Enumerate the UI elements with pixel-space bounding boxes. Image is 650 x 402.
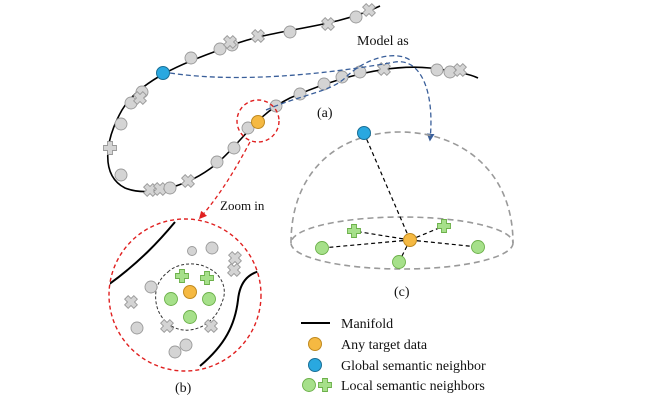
model-arrow-global	[169, 61, 435, 142]
global-neighbor-point	[156, 66, 170, 80]
zoom-panel-b	[108, 218, 262, 372]
model-arrow-target	[265, 55, 411, 111]
legend-local-cross-marker	[318, 378, 332, 392]
panel-a-label: (a)	[317, 106, 333, 121]
legend-label-local: Local semantic neighbors	[341, 379, 485, 394]
legend-local-circle-marker	[302, 378, 316, 392]
legend-global-marker	[308, 358, 322, 372]
legend-label-global: Global semantic neighbor	[341, 359, 486, 374]
target-point	[251, 115, 265, 129]
hemisphere-panel-c	[290, 126, 514, 270]
legend-target-marker	[308, 337, 322, 351]
legend-label-target: Any target data	[341, 338, 428, 353]
zoom-region-circle	[236, 99, 280, 143]
manifold-points	[103, 0, 470, 200]
zoom-in-label: Zoom in	[220, 198, 265, 213]
panel-b-label: (b)	[175, 381, 192, 396]
model-as-label: Model as	[357, 34, 409, 49]
panel-c-label: (c)	[394, 285, 410, 300]
legend: Manifold Any target data Global semantic…	[301, 317, 486, 394]
zoom-arrow	[198, 141, 251, 220]
legend-label-manifold: Manifold	[341, 317, 393, 332]
